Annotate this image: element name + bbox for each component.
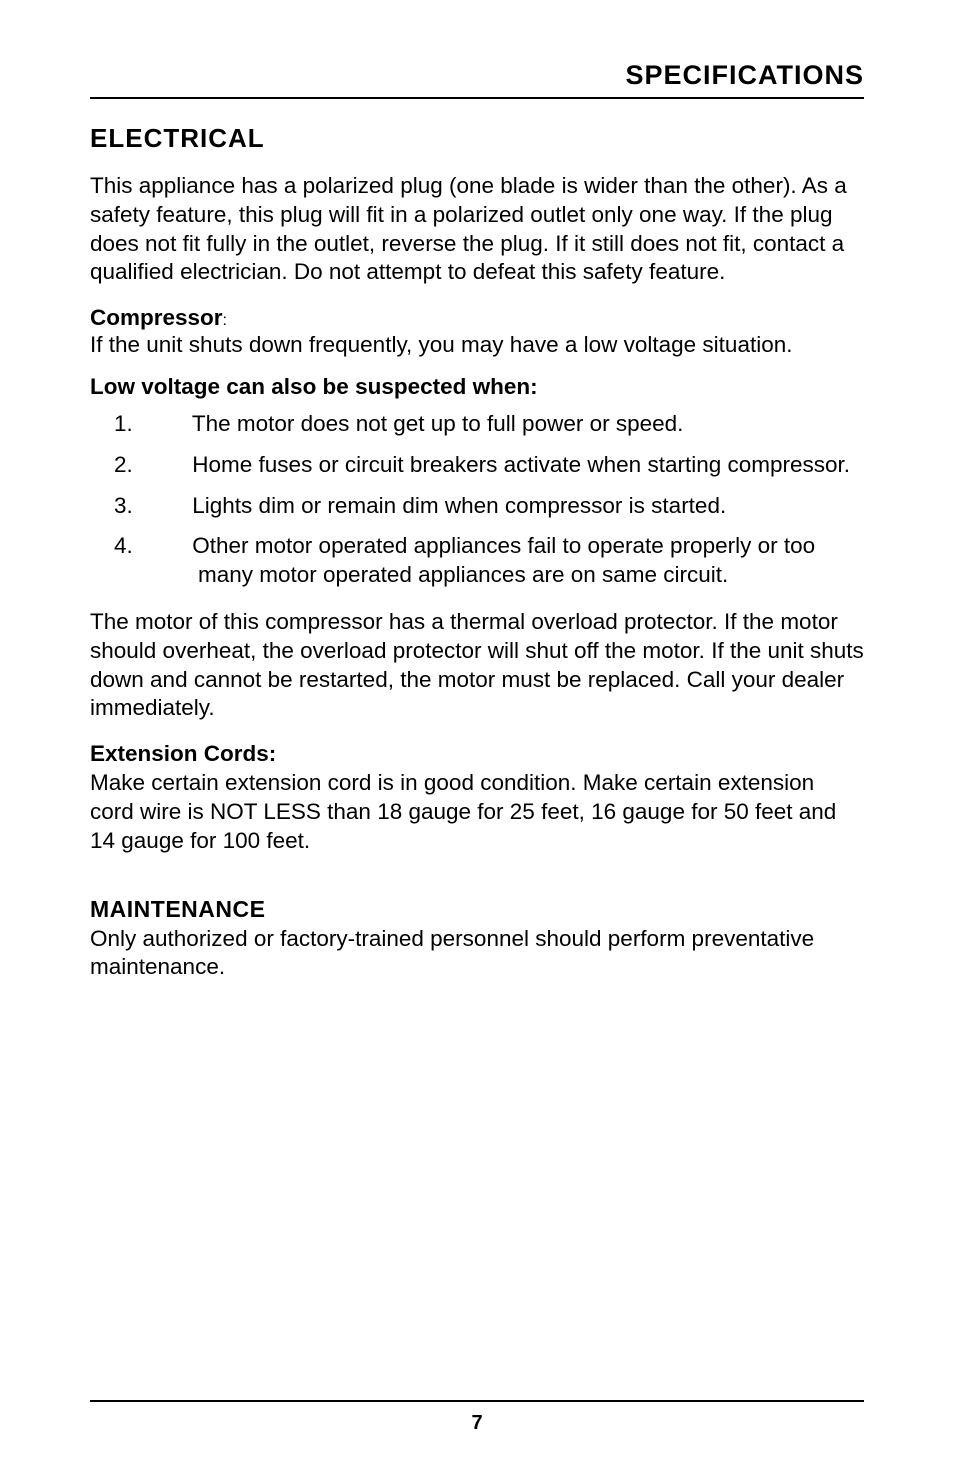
footer: 7 [90,1400,864,1435]
list-text: Other motor operated appliances fail to … [192,533,815,587]
compressor-label: Compressor [90,305,223,330]
compressor-block: Compressor: If the unit shuts down frequ… [90,305,864,360]
page-number: 7 [90,1400,864,1435]
list-number: 2. [156,451,186,480]
list-text: Home fuses or circuit breakers activate … [192,452,850,477]
list-number: 4. [156,532,186,561]
header-title: SPECIFICATIONS [90,60,864,91]
compressor-colon: : [223,312,227,329]
section-heading-electrical: ELECTRICAL [90,123,864,154]
maintenance-text: Only authorized or factory-trained perso… [90,925,864,983]
compressor-text: If the unit shuts down frequently, you m… [90,332,793,357]
list-number: 1. [156,410,186,439]
low-voltage-list: 1. The motor does not get up to full pow… [90,410,864,590]
list-item: 1. The motor does not get up to full pow… [90,410,864,439]
extension-cords-text: Make certain extension cord is in good c… [90,769,864,855]
extension-cords-heading: Extension Cords: [90,741,864,767]
header-rule: SPECIFICATIONS [90,60,864,99]
list-text: Lights dim or remain dim when compressor… [192,493,726,518]
list-item: 4. Other motor operated appliances fail … [90,532,864,590]
low-voltage-heading: Low voltage can also be suspected when: [90,374,864,400]
list-text: The motor does not get up to full power … [192,411,684,436]
page: SPECIFICATIONS ELECTRICAL This appliance… [0,0,954,1475]
intro-paragraph: This appliance has a polarized plug (one… [90,172,864,287]
list-number: 3. [156,492,186,521]
list-item: 2. Home fuses or circuit breakers activa… [90,451,864,480]
list-item: 3. Lights dim or remain dim when compres… [90,492,864,521]
maintenance-heading: MAINTENANCE [90,896,864,923]
overload-paragraph: The motor of this compressor has a therm… [90,608,864,723]
